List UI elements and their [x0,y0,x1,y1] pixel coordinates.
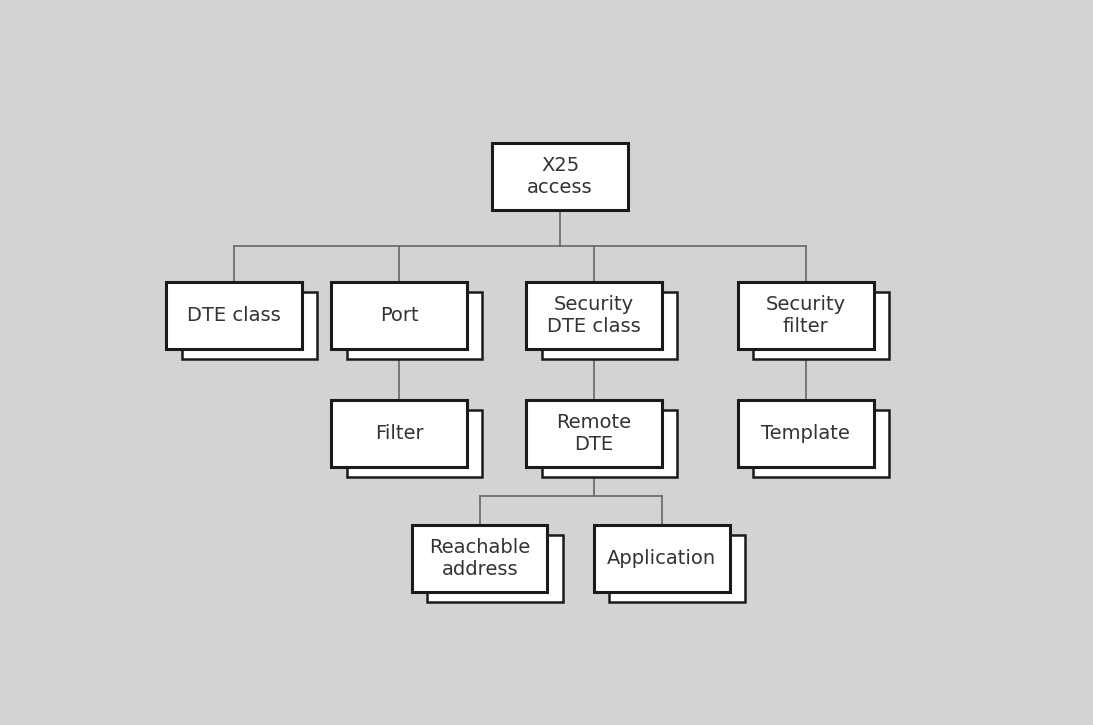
Bar [753,292,889,360]
Bar [738,399,873,467]
Text: Reachable
address: Reachable address [430,538,530,579]
Bar [427,535,563,602]
Bar [331,399,467,467]
Bar [527,399,662,467]
Bar [412,525,548,592]
Bar [346,410,482,476]
Text: Remote
DTE: Remote DTE [556,413,632,454]
Text: X25
access: X25 access [527,156,593,196]
Bar [331,283,467,349]
Text: Template: Template [762,423,850,443]
Bar [527,283,662,349]
Bar [753,410,889,476]
Text: Security
filter: Security filter [766,295,846,336]
Bar [166,283,302,349]
Text: Port: Port [380,307,419,326]
Text: Application: Application [608,550,716,568]
Text: Filter: Filter [375,423,423,443]
Bar [541,292,677,360]
Text: DTE class: DTE class [187,307,281,326]
Bar [609,535,744,602]
Bar [541,410,677,476]
Bar [346,292,482,360]
Bar [181,292,317,360]
Bar [492,143,627,210]
Bar [595,525,730,592]
Text: Security
DTE class: Security DTE class [548,295,640,336]
Bar [738,283,873,349]
